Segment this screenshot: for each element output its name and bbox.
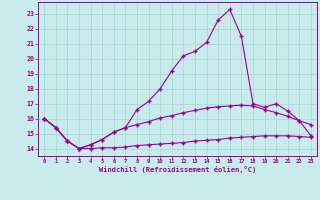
X-axis label: Windchill (Refroidissement éolien,°C): Windchill (Refroidissement éolien,°C): [99, 166, 256, 173]
